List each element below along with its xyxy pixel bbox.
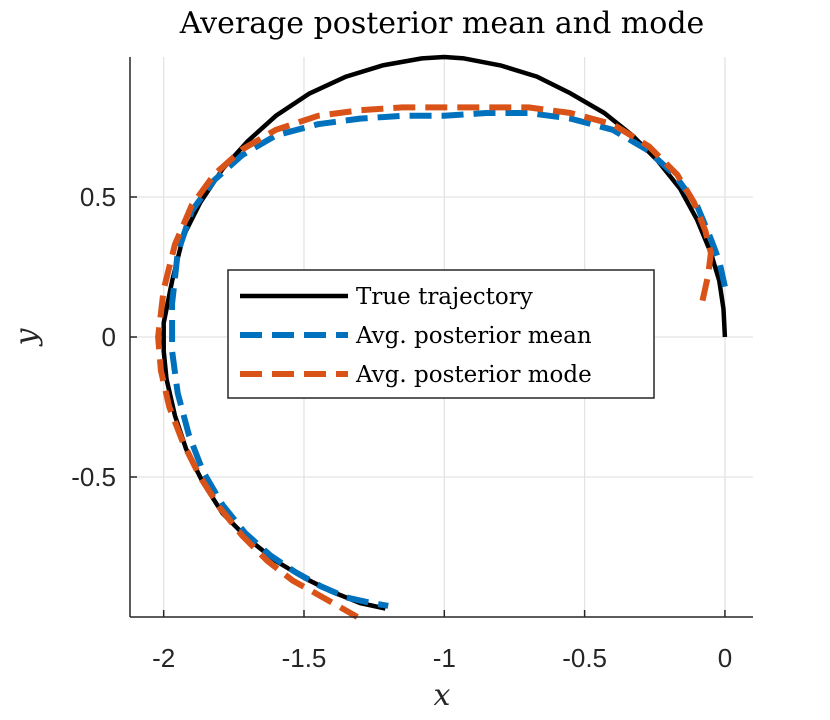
x-tick-label: -1.5 — [282, 643, 327, 673]
y-axis-label: y — [9, 327, 44, 347]
series-line-3 — [155, 104, 714, 620]
x-axis-label: x — [434, 678, 451, 713]
x-tick-label: -0.5 — [562, 643, 607, 673]
chart-title: Average posterior mean and mode — [179, 6, 705, 41]
legend-box — [227, 269, 655, 399]
y-tick-label: -0.5 — [71, 462, 116, 492]
series-line-2 — [169, 110, 728, 609]
y-tick-label: 0.5 — [80, 182, 116, 212]
legend-label: Avg. posterior mean — [355, 323, 592, 349]
legend-label: Avg. posterior mode — [355, 362, 592, 388]
legend-label: True trajectory — [356, 284, 533, 310]
y-tick-label: 0 — [102, 322, 116, 352]
series-layer — [155, 54, 728, 620]
ticks: -2 -1.5 -1 -0.5 0 -0.5 0 0.5 — [71, 182, 732, 673]
x-tick-label: 0 — [718, 643, 732, 673]
x-tick-label: -1 — [433, 643, 456, 673]
legend: True trajectory Avg. posterior mean Avg. p… — [227, 269, 655, 399]
x-tick-label: -2 — [152, 643, 175, 673]
